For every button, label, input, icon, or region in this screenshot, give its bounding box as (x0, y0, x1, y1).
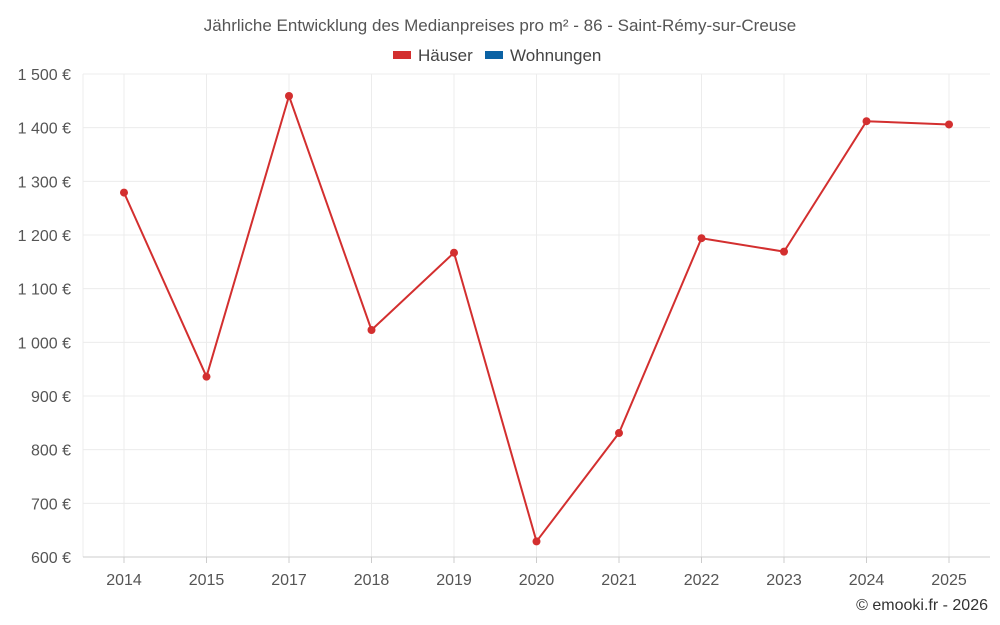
x-tick-label: 2025 (931, 572, 967, 589)
x-tick-label: 2023 (766, 572, 802, 589)
x-tick-label: 2015 (189, 572, 225, 589)
data-point[interactable] (450, 248, 458, 257)
x-tick-label: 2019 (436, 572, 472, 589)
data-point[interactable] (862, 117, 871, 126)
data-point[interactable] (615, 429, 623, 438)
x-tick-label: 2018 (354, 572, 390, 589)
y-tick-label: 900 € (31, 389, 71, 406)
data-point[interactable] (202, 372, 211, 381)
data-point[interactable] (780, 247, 788, 256)
data-point[interactable] (945, 120, 953, 129)
legend: Häuser Wohnungen (393, 46, 601, 65)
legend-item-wohnungen[interactable]: Wohnungen (485, 46, 601, 65)
chart-title: Jährliche Entwicklung des Medianpreises … (204, 16, 796, 35)
credit-text: © emooki.fr - 2026 (856, 597, 988, 614)
grid (83, 73, 990, 558)
x-tick-label: 2024 (849, 572, 885, 589)
y-tick-label: 1 000 € (18, 335, 71, 352)
x-tick-label: 2020 (519, 572, 555, 589)
x-tick-label: 2014 (106, 572, 142, 589)
data-point[interactable] (532, 537, 541, 546)
data-point[interactable] (367, 325, 376, 334)
data-point[interactable] (285, 92, 293, 101)
y-tick-label: 1 200 € (18, 228, 71, 245)
x-tick-label: 2021 (601, 572, 637, 589)
data-point[interactable] (697, 234, 706, 243)
x-tick-label: 2022 (684, 572, 720, 589)
legend-label-haeuser: Häuser (418, 46, 473, 65)
y-tick-label: 1 500 € (18, 67, 71, 84)
x-axis: 2014 2015 2017 2018 2019 2020 2021 2022 2023 2024… (83, 556, 990, 589)
legend-item-haeuser[interactable]: Häuser (393, 46, 473, 65)
y-tick-label: 1 300 € (18, 174, 71, 191)
legend-swatch-haeuser (393, 51, 411, 59)
legend-swatch-wohnungen (485, 51, 503, 59)
x-tick-label: 2017 (271, 572, 307, 589)
y-tick-label: 1 100 € (18, 282, 71, 299)
y-tick-label: 700 € (31, 496, 71, 513)
y-tick-label: 600 € (31, 550, 71, 567)
data-point[interactable] (120, 188, 128, 197)
series-haeuser (120, 92, 953, 546)
y-axis: 600 € 700 € 800 € 900 € 1 000 € 1 100 € 1 200 … (18, 67, 84, 567)
y-tick-label: 800 € (31, 443, 71, 460)
legend-label-wohnungen: Wohnungen (510, 46, 601, 65)
y-tick-label: 1 400 € (18, 121, 71, 138)
